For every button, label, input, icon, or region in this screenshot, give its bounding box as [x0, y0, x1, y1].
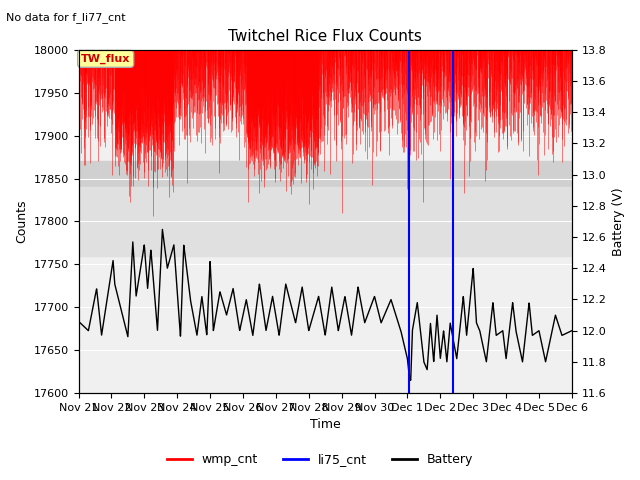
Title: Twitchel Rice Flux Counts: Twitchel Rice Flux Counts — [228, 29, 422, 44]
Y-axis label: Counts: Counts — [15, 200, 28, 243]
Text: No data for f_li77_cnt: No data for f_li77_cnt — [6, 12, 126, 23]
Bar — [79, 187, 572, 256]
Y-axis label: Battery (V): Battery (V) — [612, 187, 625, 256]
Text: TW_flux: TW_flux — [81, 54, 131, 64]
X-axis label: Time: Time — [310, 419, 340, 432]
Bar — [79, 161, 572, 187]
Legend: wmp_cnt, li75_cnt, Battery: wmp_cnt, li75_cnt, Battery — [162, 448, 478, 471]
